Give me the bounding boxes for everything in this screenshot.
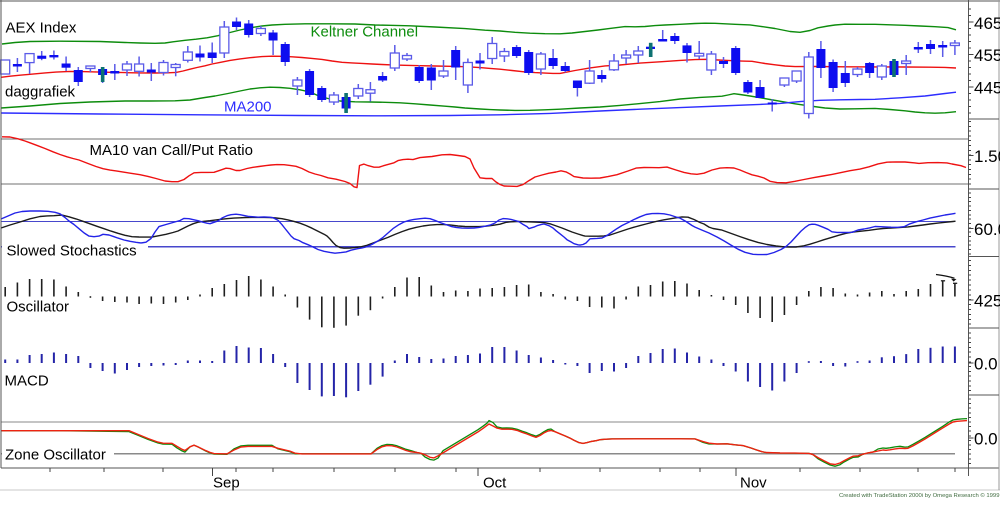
svg-text:Slowed Stochastics: Slowed Stochastics (7, 243, 137, 260)
svg-text:Created with TradeStation 2000: Created with TradeStation 2000i by Omega… (839, 492, 1000, 499)
svg-text:AEX Index: AEX Index (6, 20, 77, 37)
svg-text:445: 445 (974, 79, 1000, 98)
svg-text:455: 455 (974, 46, 1000, 65)
svg-text:Sep: Sep (213, 475, 240, 492)
svg-text:0.0: 0.0 (974, 355, 998, 374)
svg-text:MA10 van Call/Put Ratio: MA10 van Call/Put Ratio (90, 142, 253, 159)
svg-text:Keltner Channel: Keltner Channel (311, 24, 419, 41)
svg-text:465: 465 (974, 14, 1000, 33)
svg-text:MA200: MA200 (224, 99, 272, 116)
svg-text:425: 425 (974, 292, 1000, 311)
svg-text:daggrafiek: daggrafiek (5, 84, 76, 101)
svg-text:0.0: 0.0 (974, 430, 998, 449)
svg-text:Nov: Nov (740, 475, 767, 492)
svg-text:60.0: 60.0 (974, 220, 1000, 239)
svg-text:1.50: 1.50 (974, 147, 1000, 166)
svg-text:Oct: Oct (483, 475, 507, 492)
svg-text:MACD: MACD (5, 372, 49, 389)
svg-text:Oscillator: Oscillator (7, 298, 70, 315)
svg-text:Zone Oscillator: Zone Oscillator (5, 447, 106, 464)
